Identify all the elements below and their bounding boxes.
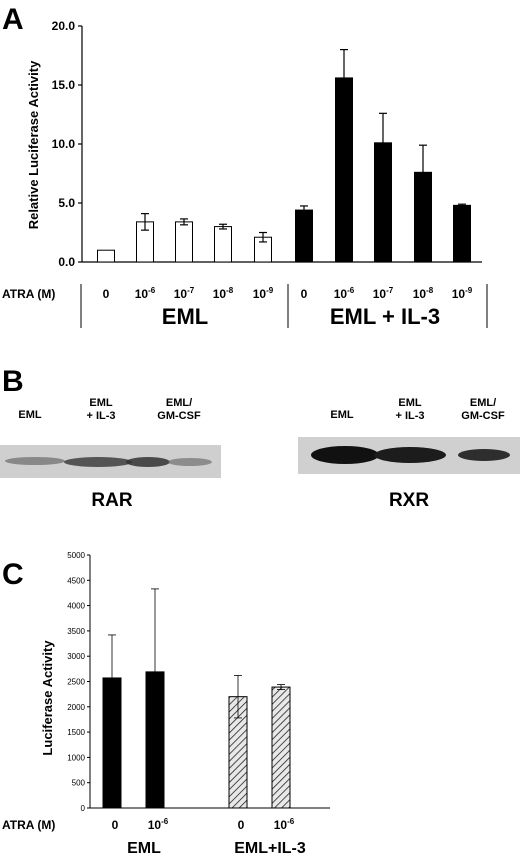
y-tick-label: 1500 (67, 728, 85, 737)
bar (374, 142, 392, 263)
panel-b-letter: B (2, 365, 24, 398)
bar (453, 204, 471, 263)
y-tick-label: 2500 (67, 678, 85, 687)
y-tick-label: 5000 (67, 551, 85, 560)
panel-c-group-eml-il3: EML+IL-3 (234, 840, 306, 857)
panel-c-atra-label: ATRA (M) (2, 818, 55, 832)
y-tick-label: 4500 (67, 576, 85, 585)
y-tick-label: 500 (72, 779, 86, 788)
y-tick-label: 15.0 (52, 78, 76, 92)
panel-c-letter: C (2, 558, 24, 591)
bar (414, 171, 432, 263)
x-tick-label: 0 (301, 287, 308, 301)
panel-a-y-axis-label: Relative Luciferase Activity (26, 60, 41, 229)
panel-a: A Relative Luciferase Activity 0.0 5.0 10.… (2, 3, 488, 329)
panel-c-x-ticks: 0 10-6 0 10-6 (112, 817, 295, 832)
y-tick-label: 10.0 (52, 137, 76, 151)
panel-a-letter: A (2, 3, 24, 36)
y-tick-label: 0 (81, 804, 86, 813)
y-tick-label: 3000 (67, 652, 85, 661)
panel-c: C Luciferase Activity 0 500 1000 1500 2000 25… (2, 551, 330, 857)
y-tick-label: 20.0 (52, 19, 76, 33)
panel-a-group-eml-il3: EML + IL-3 (330, 304, 440, 329)
bar (214, 226, 232, 263)
panel-c-y-ticks: 0 500 1000 1500 2000 2500 3000 3500 4000 4500 5000 (67, 551, 90, 813)
y-tick-label: 0.0 (58, 255, 75, 269)
rar-label: RAR (91, 490, 132, 511)
x-tick-label: 0 (112, 818, 119, 832)
x-tick-label: 10-8 (413, 286, 434, 301)
x-tick-label: 0 (103, 287, 110, 301)
x-tick-label: 10-6 (148, 817, 169, 832)
bar (335, 77, 353, 263)
panel-a-x-ticks: 0 10-6 10-7 10-8 10-9 0 10-6 10-7 10-8 10-9 (103, 286, 473, 301)
x-tick-label: 10-9 (253, 286, 274, 301)
rar-blot (0, 445, 221, 478)
y-tick-label: 4000 (67, 602, 85, 611)
y-tick-label: 1000 (67, 753, 85, 762)
x-tick-label: 10-9 (452, 286, 473, 301)
y-tick-label: 2000 (67, 703, 85, 712)
rxr-lane-label: EML/GM-CSF (461, 397, 505, 422)
rxr-lane-label: EML (330, 409, 354, 421)
x-tick-label: 10-7 (174, 286, 195, 301)
rxr-label: RXR (389, 490, 429, 511)
panel-a-atra-label: ATRA (M) (2, 287, 55, 301)
x-tick-label: 10-6 (135, 286, 156, 301)
panel-c-bars (102, 588, 291, 809)
y-tick-label: 3500 (67, 627, 85, 636)
panel-a-group-eml: EML (162, 304, 208, 329)
panel-a-bars (97, 48, 471, 263)
y-tick-label: 5.0 (58, 196, 75, 210)
panel-a-y-ticks: 0.0 5.0 10.0 15.0 20.0 (52, 19, 82, 269)
x-tick-label: 10-6 (334, 286, 355, 301)
panel-c-group-eml: EML (127, 840, 161, 857)
x-tick-label: 0 (238, 818, 245, 832)
x-tick-label: 10-6 (274, 817, 295, 832)
x-tick-label: 10-8 (213, 286, 234, 301)
bar (175, 221, 193, 263)
rar-lane-label: EML/GM-CSF (157, 397, 201, 422)
bar (295, 209, 313, 263)
rar-lane-label: EML (18, 409, 42, 421)
rxr-lane-label: EML + IL-3 (395, 397, 424, 422)
bar (271, 686, 291, 809)
bar (97, 249, 115, 263)
rar-lane-label: EML + IL-3 (86, 397, 115, 422)
rxr-blot (298, 437, 520, 474)
panel-c-y-axis-label: Luciferase Activity (40, 640, 55, 756)
panel-b: B EML EML + IL-3 EML/GM-CSF RAR EML EML + … (0, 365, 520, 511)
x-tick-label: 10-7 (373, 286, 394, 301)
